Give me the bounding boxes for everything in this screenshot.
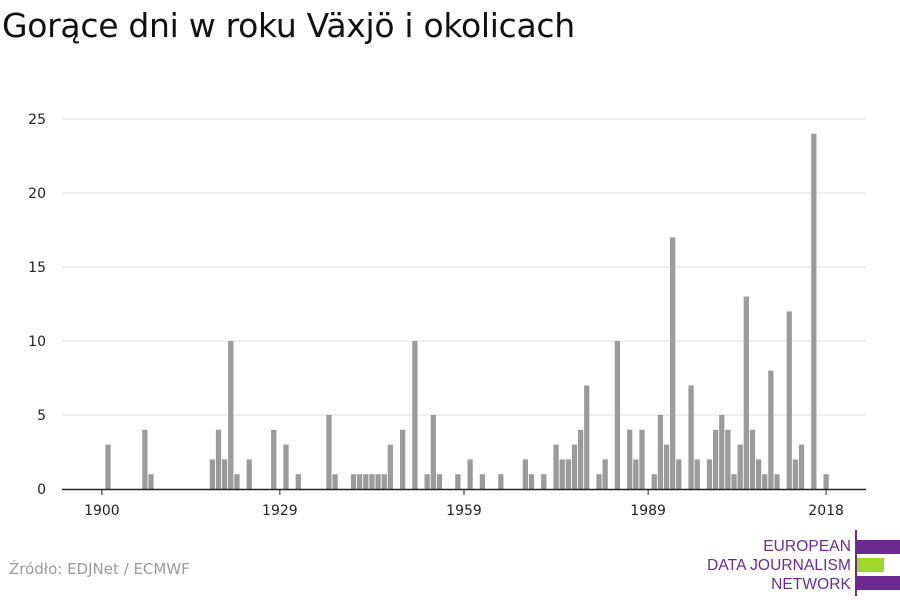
bar [602,459,608,489]
bar [522,459,529,489]
y-axis-tick-labels: 0 5 10 15 20 25 [28,112,46,498]
bar [215,429,222,489]
bar [768,370,774,489]
x-axis [62,488,866,495]
logo-bar-top [857,540,900,554]
logo-line-3: NETWORK [771,576,851,593]
bar [712,429,719,489]
bar [719,415,725,489]
bar [363,474,369,489]
y-tick-label: 5 [37,408,46,424]
y-tick-label: 20 [28,186,46,202]
bar [725,429,731,489]
bar [479,474,486,489]
bar [498,474,504,489]
bar [553,444,559,489]
y-tick-label: 10 [28,334,46,350]
bar [105,444,111,489]
bar [743,296,749,489]
bar [142,429,148,489]
bar [246,459,252,489]
bar [811,133,817,490]
bar [749,429,756,489]
bar [571,444,578,489]
bar [584,385,590,489]
bar [676,459,682,489]
logo-line-1: EUROPEAN [763,538,851,555]
bar [424,474,430,489]
bars [105,133,829,490]
bar [798,444,805,489]
bar [614,341,621,489]
x-tick-label: 1900 [84,503,120,519]
logo-bar-middle [857,558,884,572]
bar [326,415,332,489]
bar [234,474,240,489]
bar [369,474,375,489]
x-tick-label: 1989 [630,503,666,519]
bar-chart: 0 5 10 15 20 25 1900 1929 1959 1989 2018 [28,112,866,519]
bar [381,474,387,489]
bar [271,429,277,489]
bar [559,459,565,489]
x-tick-label: 1929 [262,503,298,519]
bar [663,444,670,489]
bar [688,385,694,489]
bar [706,459,713,489]
bar [565,459,571,489]
x-tick-label: 1959 [446,503,482,519]
y-tick-label: 15 [28,260,46,276]
bar [209,459,216,489]
bar [627,429,633,489]
bar [399,429,406,489]
bar [670,237,676,489]
gridlines [62,118,866,416]
bar [774,474,780,489]
bar [357,474,363,489]
bar [633,459,639,489]
bar [455,474,461,489]
bar [731,474,737,489]
bar [694,459,700,489]
bar [639,429,645,489]
y-tick-label: 0 [37,482,46,498]
bar [295,474,301,489]
bar [657,415,664,489]
bar [222,459,228,489]
logo-bar-bottom [857,576,900,590]
logo-divider [855,530,857,596]
x-axis-tick-labels: 1900 1929 1959 1989 2018 [84,503,844,519]
bar [737,444,743,489]
bar [412,341,418,489]
bar [823,474,829,489]
bar [541,474,547,489]
bar [755,459,762,489]
bar [651,474,657,489]
source-note: Źródło: EDJNet / ECMWF [9,560,190,578]
bar [786,311,792,489]
bar [148,474,154,489]
bar [350,474,357,489]
bar [283,444,289,489]
bar [228,341,234,489]
bar [596,474,602,489]
edjnet-logo: EUROPEAN DATA JOURNALISM NETWORK [700,530,900,596]
bar [792,459,799,489]
bar [436,474,443,489]
bar [332,474,338,489]
chart-title: Gorące dni w roku Växjö i okolicach [2,6,575,45]
bar [375,474,381,489]
bar [430,415,436,489]
y-tick-label: 25 [28,112,46,128]
bar [387,444,393,489]
bar [467,459,473,489]
x-tick-label: 2018 [808,503,844,519]
bar [762,474,768,489]
logo-line-2: DATA JOURNALISM [707,557,851,574]
bar [528,474,535,489]
bar [577,429,584,489]
